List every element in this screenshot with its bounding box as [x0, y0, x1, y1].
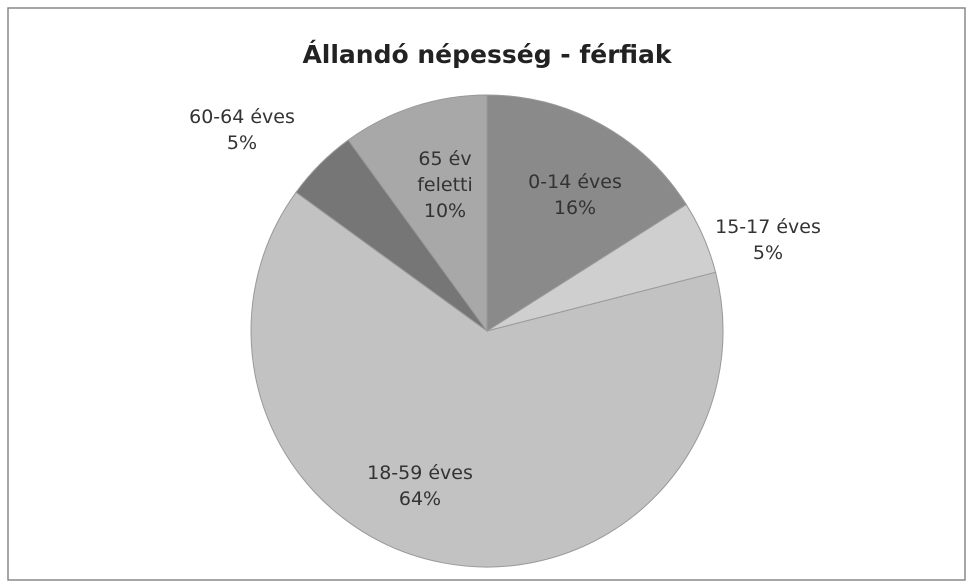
value-label: 5%	[752, 242, 784, 264]
category-label: 60-64 éves	[189, 106, 295, 128]
category-label: 0-14 éves	[528, 171, 622, 193]
pie-slice	[486, 94, 687, 332]
slice-label: 15-17 éves 5%	[698, 214, 838, 266]
value-label: 64%	[398, 488, 442, 510]
slice-label: 18-59 éves 64%	[350, 460, 490, 512]
chart-title: Állandó népesség - férfiak	[302, 40, 672, 69]
pie-slice	[347, 94, 488, 333]
category-label: 65 év feletti	[417, 148, 473, 196]
category-label: 18-59 éves	[367, 462, 473, 484]
value-label: 5%	[226, 132, 258, 154]
value-label: 10%	[423, 200, 467, 222]
slice-label: 65 év feletti 10%	[410, 146, 480, 224]
slice-label: 60-64 éves 5%	[172, 104, 312, 156]
category-label: 15-17 éves	[715, 216, 821, 238]
chart-frame	[7, 7, 966, 581]
value-label: 16%	[553, 197, 597, 219]
pie-slice	[250, 191, 724, 568]
slice-label: 0-14 éves 16%	[515, 169, 635, 221]
